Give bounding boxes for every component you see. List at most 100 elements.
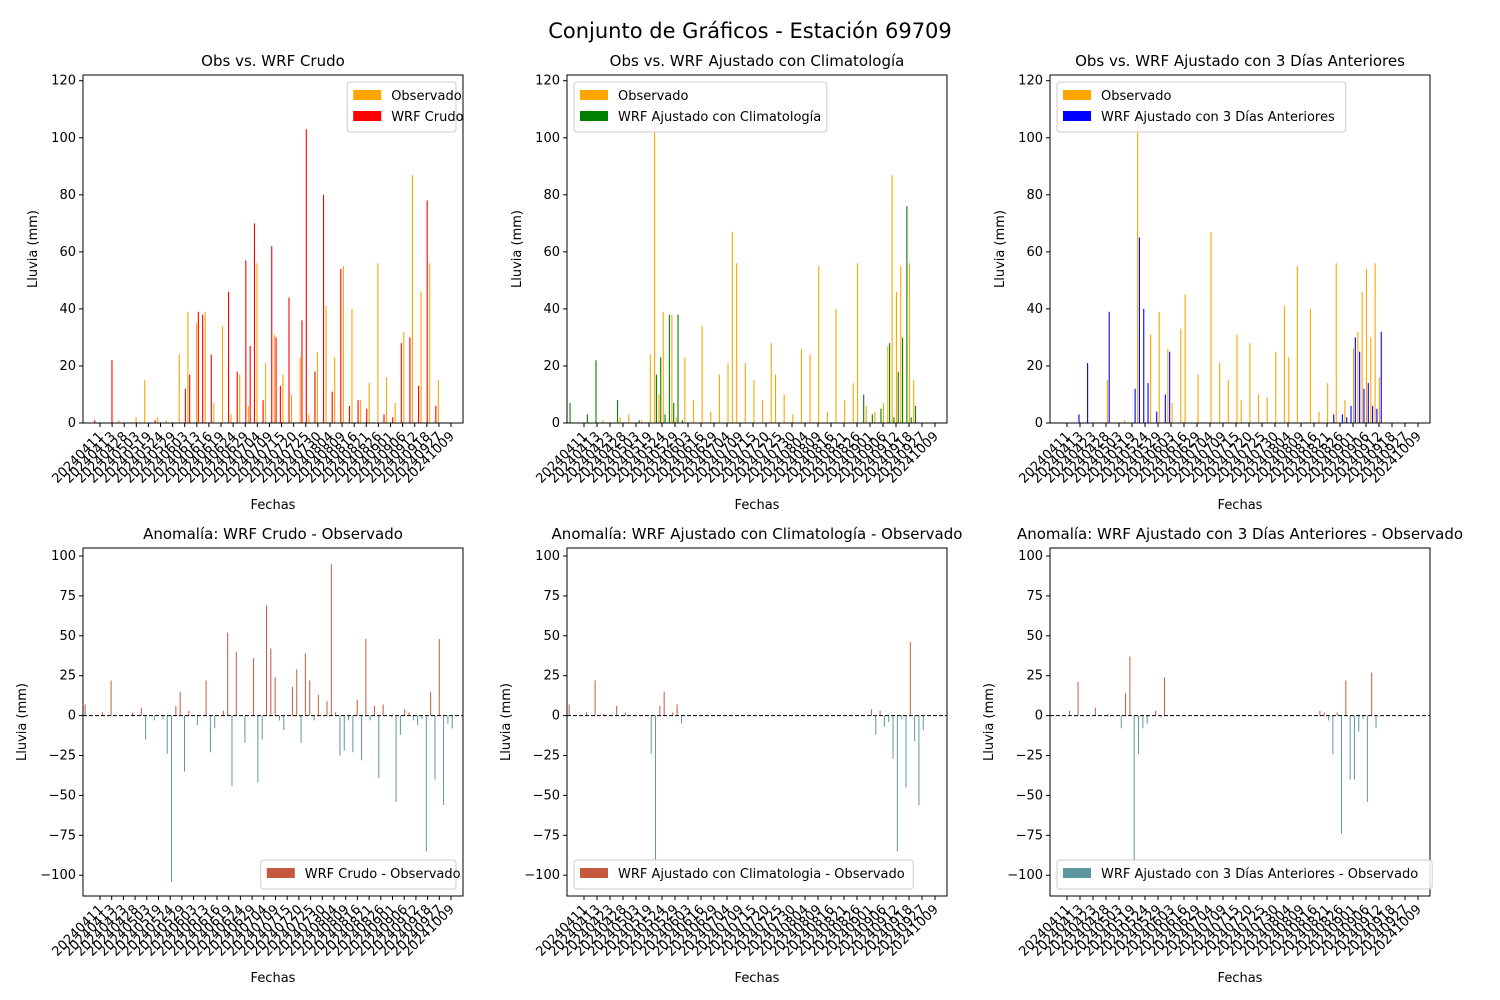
bar xyxy=(274,677,276,716)
bar xyxy=(638,420,640,423)
bar xyxy=(1309,308,1311,423)
bar xyxy=(288,297,290,423)
bar xyxy=(221,326,223,423)
x-axis-label: Fechas xyxy=(1218,498,1263,513)
bar xyxy=(1363,388,1365,423)
bar xyxy=(1094,707,1096,716)
bar xyxy=(826,411,828,423)
bar xyxy=(852,383,854,423)
y-tick-label: 0 xyxy=(552,416,560,431)
series-1 xyxy=(118,174,439,423)
plot-frame xyxy=(1049,547,1431,897)
bar xyxy=(179,691,181,716)
bar xyxy=(585,712,587,716)
bar xyxy=(681,420,683,423)
legend-frame xyxy=(1056,81,1347,133)
bar xyxy=(236,371,238,423)
y-tick-label: 75 xyxy=(1026,589,1043,604)
bar xyxy=(265,363,267,423)
y-axis-label: Lluvia (mm) xyxy=(510,210,525,288)
y-tick-label: 80 xyxy=(1026,188,1043,203)
y-tick-label: −100 xyxy=(40,868,76,883)
bar xyxy=(157,417,159,423)
bar xyxy=(399,715,401,735)
bar xyxy=(348,715,350,721)
bar xyxy=(325,306,327,423)
bar xyxy=(1374,263,1376,423)
bar xyxy=(1319,710,1321,716)
bar xyxy=(918,715,920,805)
plot-frame xyxy=(566,547,948,897)
bar xyxy=(569,403,571,423)
bar xyxy=(1296,266,1298,423)
bar xyxy=(1341,414,1343,423)
x-axis-label: Fechas xyxy=(251,498,296,513)
bar xyxy=(870,709,872,716)
bar xyxy=(144,380,146,423)
y-tick-label: 60 xyxy=(1026,245,1043,260)
y-tick-label: −50 xyxy=(533,788,560,803)
legend-swatch xyxy=(353,90,382,100)
bar xyxy=(617,400,619,423)
bar xyxy=(227,632,229,716)
y-tick-label: −25 xyxy=(1016,749,1043,764)
legend-swatch xyxy=(580,111,608,121)
bar xyxy=(382,704,384,716)
bar xyxy=(641,420,643,423)
bar xyxy=(1158,311,1160,423)
y-tick-label: −25 xyxy=(49,749,76,764)
bar xyxy=(373,706,375,716)
legend-frame xyxy=(1056,859,1433,890)
legend: Observado WRF Ajustado con 3 Días Anterio… xyxy=(1056,81,1347,133)
bar xyxy=(84,704,86,716)
bar xyxy=(1344,400,1346,423)
bar xyxy=(1288,357,1290,423)
chart-title: Anomalía: WRF Ajustado con 3 Días Anteri… xyxy=(1017,525,1463,543)
chart-title: Obs vs. WRF Ajustado con 3 Días Anterior… xyxy=(1075,52,1405,70)
chart-panel-3: Obs vs. WRF Ajustado con 3 Días Anterior… xyxy=(993,52,1431,513)
bar xyxy=(111,360,113,423)
bar xyxy=(1327,383,1329,423)
bar xyxy=(404,709,406,716)
bar xyxy=(882,403,885,423)
bar xyxy=(378,715,380,778)
bar xyxy=(677,314,679,423)
bar xyxy=(228,291,230,423)
bar xyxy=(357,400,359,423)
bar xyxy=(865,405,867,423)
y-axis-label: Lluvia (mm) xyxy=(26,210,41,288)
legend-label: Observado xyxy=(618,89,689,104)
bar xyxy=(879,710,881,716)
bar xyxy=(1349,715,1351,780)
bar xyxy=(408,712,410,716)
y-tick-label: 50 xyxy=(1026,629,1043,644)
bar xyxy=(171,715,173,882)
bar xyxy=(875,715,877,735)
bar xyxy=(411,174,413,423)
bar xyxy=(403,331,405,423)
plot-frame xyxy=(566,74,948,424)
bar xyxy=(417,715,419,726)
bar xyxy=(1180,328,1182,423)
legend-swatch xyxy=(580,90,608,100)
bar xyxy=(317,694,319,716)
bar xyxy=(1134,388,1136,423)
bar xyxy=(1106,380,1108,423)
chart-title: Anomalía: WRF Ajustado con Climatología … xyxy=(552,525,963,543)
bar xyxy=(222,710,224,716)
bar xyxy=(184,388,186,423)
y-tick-label: 60 xyxy=(543,245,560,260)
y-tick-label: 75 xyxy=(59,589,76,604)
bar xyxy=(874,411,876,423)
bar xyxy=(352,715,354,753)
bar xyxy=(253,223,256,423)
series-2 xyxy=(569,206,917,423)
bar xyxy=(326,701,328,716)
legend-label: WRF Crudo - Observado xyxy=(305,867,461,882)
bar xyxy=(905,715,907,788)
bar xyxy=(668,314,670,423)
bar xyxy=(649,354,651,423)
bar xyxy=(736,263,738,423)
bar xyxy=(1346,417,1348,423)
